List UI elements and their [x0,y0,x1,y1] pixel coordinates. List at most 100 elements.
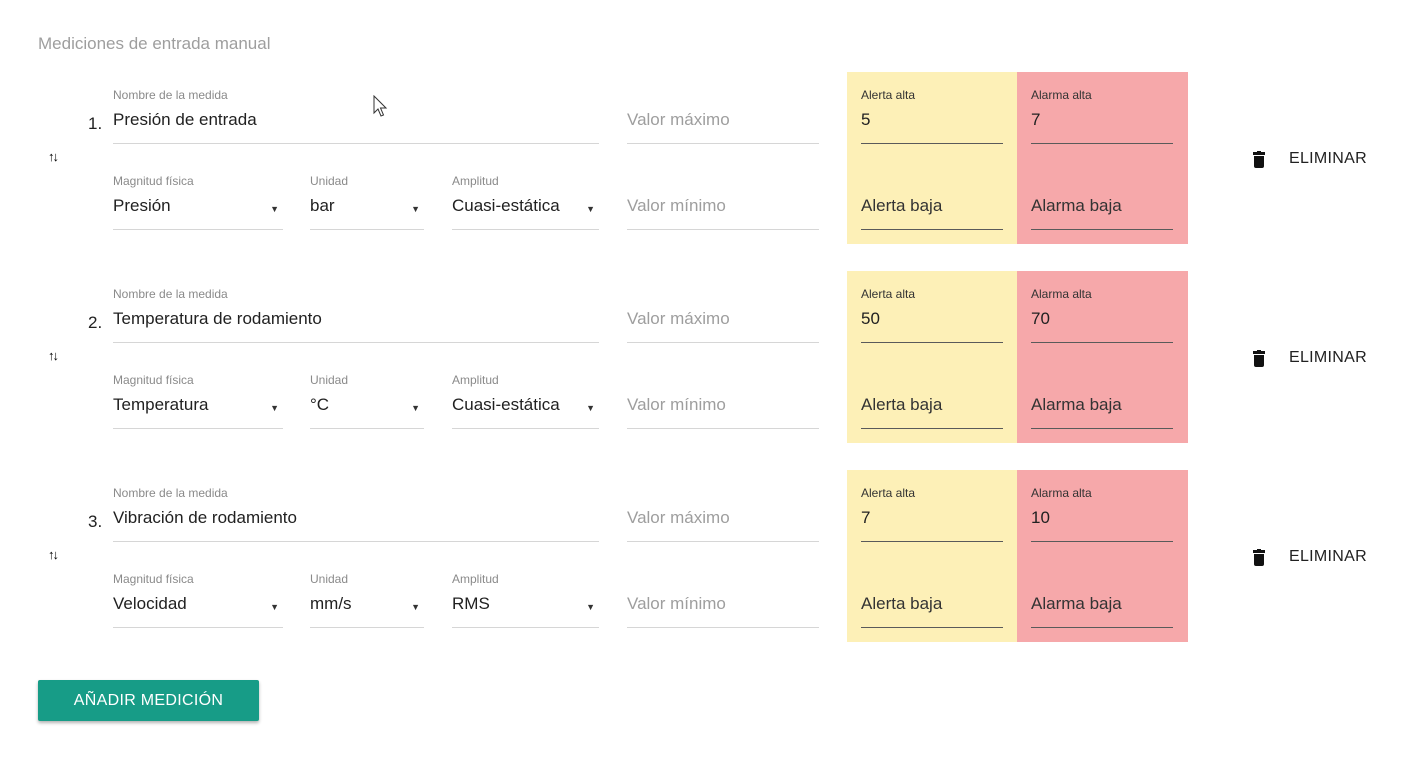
alarm-high-value: 10 [1031,508,1050,527]
alert-high-label: Alerta alta [861,287,916,301]
max-value-placeholder: Valor máximo [627,110,730,129]
alert-low-field[interactable]: Alerta baja [861,373,1003,429]
chevron-down-icon: ▼ [270,204,279,214]
alert-high-value: 7 [861,508,871,527]
measurement-name-field[interactable]: Nombre de la medida Temperatura de rodam… [113,287,599,343]
alarm-low-field[interactable]: Alarma baja [1031,373,1173,429]
alarm-panel: Alarma alta 70 Alarma baja [1017,271,1188,443]
alert-low-placeholder: Alerta baja [861,395,943,414]
measurement-row: ↑↓ 2. Nombre de la medida Temperatura de… [0,271,1403,443]
chevron-down-icon: ▼ [586,204,595,214]
min-value-placeholder: Valor mínimo [627,395,726,414]
max-value-placeholder: Valor máximo [627,508,730,527]
magnitude-select[interactable]: Magnitud física Presión ▼ [113,174,283,230]
chevron-down-icon: ▼ [270,403,279,413]
amplitude-value: Cuasi-estática [452,196,560,215]
measurement-index: 2. [88,313,103,332]
measurement-name-label: Nombre de la medida [113,486,228,500]
measurement-name-value: Presión de entrada [113,110,257,129]
magnitude-label: Magnitud física [113,373,194,387]
alarm-low-field[interactable]: Alarma baja [1031,174,1173,230]
alarm-high-label: Alarma alta [1031,486,1092,500]
alarm-panel: Alarma alta 7 Alarma baja [1017,72,1188,244]
alert-low-field[interactable]: Alerta baja [861,572,1003,628]
measurement-name-label: Nombre de la medida [113,88,228,102]
unit-label: Unidad [310,373,349,387]
reorder-icon[interactable]: ↑↓ [48,348,59,363]
unit-label: Unidad [310,174,349,188]
alert-panel: Alerta alta 5 Alerta baja [847,72,1017,244]
min-value-field[interactable]: Valor mínimo [627,572,819,628]
alarm-high-value: 7 [1031,110,1041,129]
reorder-icon[interactable]: ↑↓ [48,149,59,164]
alarm-low-placeholder: Alarma baja [1031,594,1122,613]
max-value-field[interactable]: Valor máximo [627,486,819,542]
amplitude-label: Amplitud [452,572,499,586]
trash-icon [1253,548,1265,566]
delete-button[interactable]: ELIMINAR [1253,349,1367,367]
unit-select[interactable]: Unidad bar ▼ [310,174,424,230]
min-value-field[interactable]: Valor mínimo [627,174,819,230]
measurement-name-value: Vibración de rodamiento [113,508,297,527]
magnitude-value: Velocidad [113,594,187,613]
alert-high-value: 5 [861,110,871,129]
magnitude-select[interactable]: Magnitud física Velocidad ▼ [113,572,283,628]
alert-high-value: 50 [861,309,880,328]
min-value-placeholder: Valor mínimo [627,196,726,215]
alarm-high-field[interactable]: Alarma alta 70 [1031,287,1173,343]
alarm-panel: Alarma alta 10 Alarma baja [1017,470,1188,642]
amplitude-select[interactable]: Amplitud Cuasi-estática ▼ [452,174,599,230]
amplitude-label: Amplitud [452,373,499,387]
unit-value: bar [310,196,335,215]
magnitude-label: Magnitud física [113,174,194,188]
section-title: Mediciones de entrada manual [38,34,271,53]
alert-low-field[interactable]: Alerta baja [861,174,1003,230]
alert-high-label: Alerta alta [861,486,916,500]
alert-panel: Alerta alta 50 Alerta baja [847,271,1017,443]
amplitude-label: Amplitud [452,174,499,188]
alarm-low-field[interactable]: Alarma baja [1031,572,1173,628]
alarm-low-placeholder: Alarma baja [1031,395,1122,414]
chevron-down-icon: ▼ [270,602,279,612]
magnitude-label: Magnitud física [113,572,194,586]
mouse-cursor-icon [373,95,388,117]
delete-button[interactable]: ELIMINAR [1253,150,1367,168]
alarm-high-field[interactable]: Alarma alta 10 [1031,486,1173,542]
alert-high-field[interactable]: Alerta alta 7 [861,486,1003,542]
amplitude-select[interactable]: Amplitud RMS ▼ [452,572,599,628]
delete-button[interactable]: ELIMINAR [1253,548,1367,566]
magnitude-select[interactable]: Magnitud física Temperatura ▼ [113,373,283,429]
measurement-row: ↑↓ 1. Nombre de la medida Presión de ent… [0,72,1403,244]
chevron-down-icon: ▼ [411,403,420,413]
alarm-high-label: Alarma alta [1031,88,1092,102]
max-value-field[interactable]: Valor máximo [627,88,819,144]
unit-label: Unidad [310,572,349,586]
trash-icon [1253,150,1265,168]
amplitude-select[interactable]: Amplitud Cuasi-estática ▼ [452,373,599,429]
chevron-down-icon: ▼ [411,602,420,612]
max-value-field[interactable]: Valor máximo [627,287,819,343]
min-value-field[interactable]: Valor mínimo [627,373,819,429]
measurement-name-value: Temperatura de rodamiento [113,309,322,328]
alarm-low-placeholder: Alarma baja [1031,196,1122,215]
alert-high-field[interactable]: Alerta alta 5 [861,88,1003,144]
delete-label: ELIMINAR [1289,349,1367,366]
measurement-index: 1. [88,114,103,133]
delete-label: ELIMINAR [1289,150,1367,167]
amplitude-value: Cuasi-estática [452,395,560,414]
alert-low-placeholder: Alerta baja [861,594,943,613]
measurement-name-field[interactable]: Nombre de la medida Vibración de rodamie… [113,486,599,542]
unit-value: °C [310,395,330,414]
reorder-icon[interactable]: ↑↓ [48,547,59,562]
max-value-placeholder: Valor máximo [627,309,730,328]
chevron-down-icon: ▼ [411,204,420,214]
magnitude-value: Presión [113,196,171,215]
measurement-name-field[interactable]: Nombre de la medida Presión de entrada [113,88,599,144]
alert-high-field[interactable]: Alerta alta 50 [861,287,1003,343]
unit-select[interactable]: Unidad °C ▼ [310,373,424,429]
delete-label: ELIMINAR [1289,548,1367,565]
add-measurement-button[interactable]: AÑADIR MEDICIÓN [38,680,259,721]
unit-select[interactable]: Unidad mm/s ▼ [310,572,424,628]
chevron-down-icon: ▼ [586,403,595,413]
alarm-high-field[interactable]: Alarma alta 7 [1031,88,1173,144]
